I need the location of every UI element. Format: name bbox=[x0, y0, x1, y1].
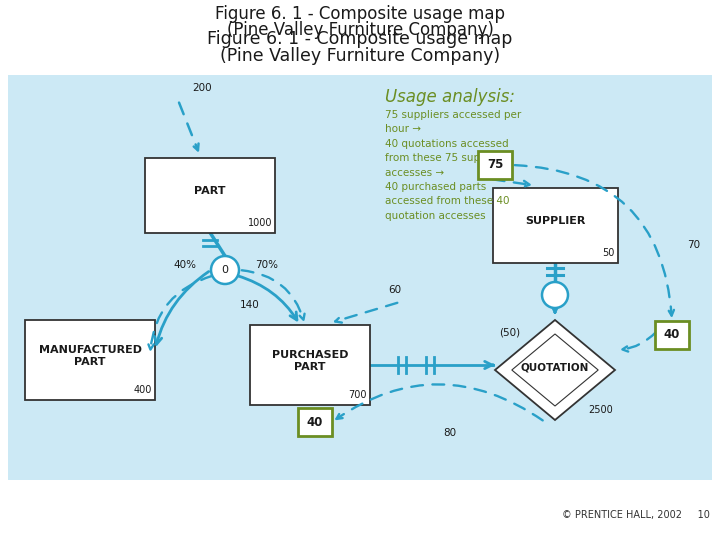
Text: 40: 40 bbox=[664, 328, 680, 341]
Text: 700: 700 bbox=[348, 390, 367, 400]
Text: (Pine Valley Furniture Company): (Pine Valley Furniture Company) bbox=[220, 47, 500, 65]
Text: 200: 200 bbox=[192, 83, 212, 93]
Text: MANUFACTURED
PART: MANUFACTURED PART bbox=[38, 345, 142, 367]
Text: Figure 6. 1 - Composite usage map: Figure 6. 1 - Composite usage map bbox=[215, 5, 505, 23]
Text: 80: 80 bbox=[444, 428, 456, 438]
Text: (50): (50) bbox=[500, 327, 521, 338]
Text: (Pine Valley Furniture Company): (Pine Valley Furniture Company) bbox=[227, 21, 493, 39]
Bar bbox=[8, 75, 712, 480]
Text: 0: 0 bbox=[222, 265, 228, 275]
Text: Usage analysis:: Usage analysis: bbox=[385, 88, 515, 106]
Text: SUPPLIER: SUPPLIER bbox=[525, 216, 585, 226]
Text: Figure 6. 1 - Composite usage map: Figure 6. 1 - Composite usage map bbox=[207, 30, 513, 48]
Text: PART: PART bbox=[194, 186, 226, 196]
Text: PURCHASED
PART: PURCHASED PART bbox=[271, 350, 348, 372]
Text: 75: 75 bbox=[487, 159, 503, 172]
Text: 70%: 70% bbox=[256, 260, 279, 270]
Polygon shape bbox=[495, 320, 615, 420]
Text: 1000: 1000 bbox=[248, 218, 272, 227]
Text: 40%: 40% bbox=[174, 260, 197, 270]
Text: 40: 40 bbox=[307, 415, 323, 429]
Text: © PRENTICE HALL, 2002     10: © PRENTICE HALL, 2002 10 bbox=[562, 510, 710, 520]
Text: QUOTATION: QUOTATION bbox=[521, 362, 589, 372]
Text: 2500: 2500 bbox=[588, 405, 613, 415]
Bar bbox=[492, 187, 618, 262]
Bar bbox=[250, 325, 370, 405]
Circle shape bbox=[211, 256, 239, 284]
Text: 50: 50 bbox=[602, 247, 614, 258]
Circle shape bbox=[542, 282, 568, 308]
Text: 75 suppliers accessed per
hour →
40 quotations accessed
from these 75 supplier
a: 75 suppliers accessed per hour → 40 quot… bbox=[385, 110, 521, 221]
Text: 140: 140 bbox=[240, 300, 260, 310]
Bar bbox=[478, 151, 512, 179]
Text: 400: 400 bbox=[134, 385, 152, 395]
Bar bbox=[145, 158, 275, 233]
Bar bbox=[655, 321, 689, 349]
Bar bbox=[25, 320, 155, 400]
Text: 60: 60 bbox=[388, 285, 402, 295]
Text: 70: 70 bbox=[687, 240, 700, 250]
Bar bbox=[298, 408, 332, 436]
